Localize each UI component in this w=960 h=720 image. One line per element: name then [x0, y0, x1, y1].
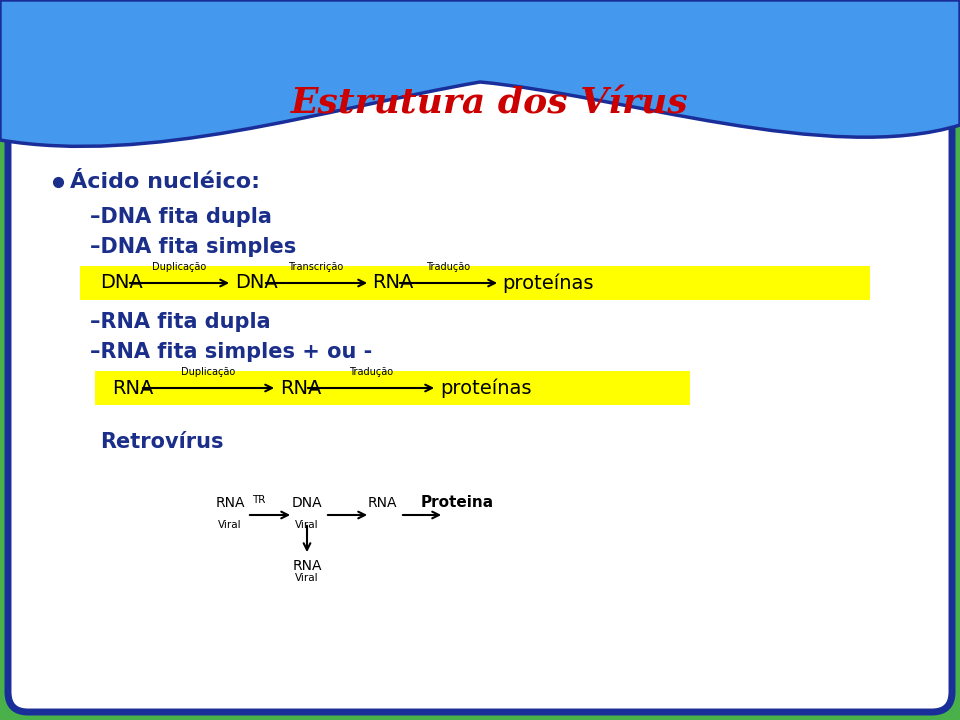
- Text: Ácido nucléico:: Ácido nucléico:: [70, 172, 260, 192]
- Text: RNA: RNA: [372, 274, 414, 292]
- Text: –RNA fita dupla: –RNA fita dupla: [90, 312, 271, 332]
- Text: DNA: DNA: [292, 496, 323, 510]
- Text: Proteina: Proteina: [420, 495, 493, 510]
- Text: –DNA fita simples: –DNA fita simples: [90, 237, 297, 257]
- Text: RNA: RNA: [280, 379, 322, 397]
- FancyBboxPatch shape: [8, 8, 952, 712]
- Text: Tradução: Tradução: [348, 367, 393, 377]
- Text: TR: TR: [252, 495, 265, 505]
- Text: Viral: Viral: [295, 520, 319, 530]
- Text: RNA: RNA: [368, 496, 396, 510]
- Text: RNA: RNA: [112, 379, 154, 397]
- Text: proteínas: proteínas: [502, 274, 593, 293]
- Text: RNA: RNA: [292, 559, 322, 573]
- Text: DNA: DNA: [100, 274, 143, 292]
- Text: –DNA fita dupla: –DNA fita dupla: [90, 207, 272, 227]
- Text: –RNA fita simples + ou -: –RNA fita simples + ou -: [90, 342, 372, 362]
- PathPatch shape: [0, 0, 960, 146]
- Text: Duplicação: Duplicação: [180, 367, 235, 377]
- Text: Duplicação: Duplicação: [152, 262, 206, 272]
- FancyBboxPatch shape: [95, 371, 690, 405]
- Text: DNA: DNA: [235, 274, 277, 292]
- Text: Tradução: Tradução: [426, 262, 470, 272]
- Text: RNA: RNA: [215, 496, 245, 510]
- Text: Viral: Viral: [218, 520, 242, 530]
- Text: Viral: Viral: [295, 573, 319, 583]
- Text: Transcrição: Transcrição: [288, 262, 344, 272]
- Text: Estrutura dos Vírus: Estrutura dos Vírus: [291, 86, 689, 120]
- FancyBboxPatch shape: [80, 266, 870, 300]
- Text: proteínas: proteínas: [440, 378, 532, 397]
- Text: Retrovírus: Retrovírus: [100, 432, 224, 452]
